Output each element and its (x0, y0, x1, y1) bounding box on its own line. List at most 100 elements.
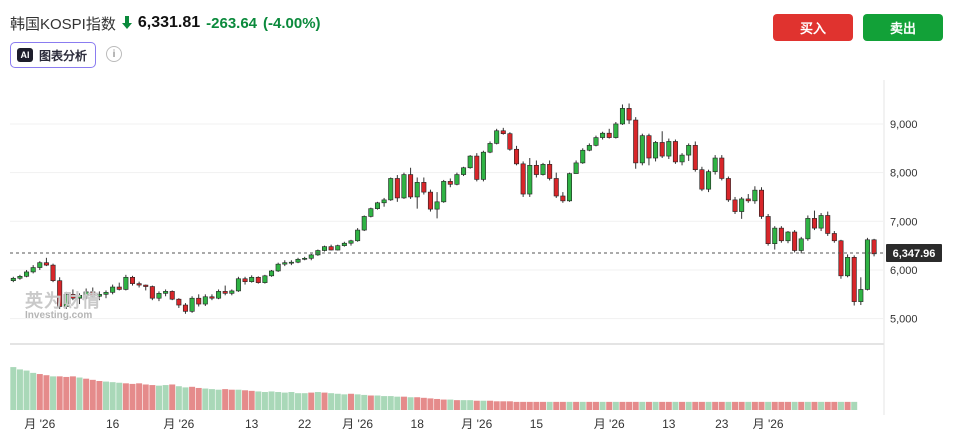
candle[interactable] (374, 201, 380, 210)
candle[interactable] (401, 172, 407, 199)
candle[interactable] (613, 121, 619, 139)
candle[interactable] (288, 260, 294, 266)
candle[interactable] (255, 276, 261, 284)
candle[interactable] (739, 196, 745, 219)
candle[interactable] (752, 186, 758, 204)
candle[interactable] (500, 127, 506, 135)
candle[interactable] (666, 138, 672, 159)
candle[interactable] (772, 226, 778, 250)
candle[interactable] (686, 143, 692, 161)
candle[interactable] (123, 274, 129, 291)
candle[interactable] (527, 158, 533, 197)
candle[interactable] (295, 257, 301, 264)
candle[interactable] (586, 143, 592, 152)
candle[interactable] (149, 285, 155, 301)
candle[interactable] (732, 196, 738, 214)
candle[interactable] (57, 277, 63, 309)
candle[interactable] (573, 160, 579, 174)
candle[interactable] (745, 194, 751, 203)
candle[interactable] (838, 239, 844, 279)
candle[interactable] (560, 192, 566, 203)
candle[interactable] (235, 276, 241, 292)
candle[interactable] (136, 281, 142, 288)
candle[interactable] (196, 294, 202, 307)
candle[interactable] (262, 274, 268, 284)
candle[interactable] (533, 160, 539, 178)
candle[interactable] (706, 169, 712, 193)
candle[interactable] (189, 296, 195, 313)
candle[interactable] (163, 289, 169, 297)
candle[interactable] (421, 177, 427, 195)
sell-button[interactable]: 卖出 (863, 14, 943, 41)
candle[interactable] (494, 128, 500, 145)
candle[interactable] (222, 285, 228, 296)
candle[interactable] (606, 128, 612, 139)
candle[interactable] (169, 290, 175, 301)
candle[interactable] (798, 236, 804, 254)
instrument-name[interactable]: 韩国KOSPI指数 (10, 15, 116, 33)
candle[interactable] (242, 276, 248, 285)
candle[interactable] (427, 189, 433, 212)
candle[interactable] (83, 288, 89, 300)
candle[interactable] (394, 175, 400, 202)
candle[interactable] (480, 150, 486, 182)
candle[interactable] (467, 155, 473, 169)
candle[interactable] (454, 172, 460, 186)
candle[interactable] (679, 153, 685, 166)
candle[interactable] (626, 103, 632, 124)
candle[interactable] (692, 141, 698, 172)
candle[interactable] (381, 197, 387, 207)
candle[interactable] (441, 179, 447, 203)
candle[interactable] (633, 117, 639, 169)
candle[interactable] (719, 155, 725, 181)
candle[interactable] (348, 239, 354, 246)
candle[interactable] (520, 161, 526, 197)
candle[interactable] (434, 192, 440, 219)
candle[interactable] (507, 132, 513, 151)
candle[interactable] (202, 294, 208, 307)
candle[interactable] (216, 289, 222, 300)
candle[interactable] (646, 133, 652, 166)
candle[interactable] (672, 139, 678, 164)
candle[interactable] (414, 177, 420, 209)
candle[interactable] (566, 172, 572, 202)
candle[interactable] (805, 215, 811, 241)
candle[interactable] (368, 207, 374, 218)
candle[interactable] (116, 282, 122, 291)
candle[interactable] (229, 289, 235, 296)
candle[interactable] (355, 228, 361, 242)
candle[interactable] (17, 274, 23, 280)
candle[interactable] (653, 140, 659, 162)
candle[interactable] (540, 162, 546, 176)
candle[interactable] (361, 215, 367, 232)
candle[interactable] (182, 303, 188, 314)
candle[interactable] (302, 256, 308, 261)
ai-chart-analysis-button[interactable]: AI 图表分析 (10, 42, 97, 68)
candle[interactable] (77, 293, 83, 305)
candle[interactable] (103, 290, 109, 299)
info-icon[interactable]: i (106, 46, 122, 62)
candle[interactable] (553, 172, 559, 198)
candle[interactable] (659, 131, 665, 159)
candle[interactable] (725, 176, 731, 202)
candle[interactable] (408, 167, 414, 199)
candle[interactable] (639, 133, 645, 166)
candle[interactable] (37, 261, 43, 270)
candle[interactable] (858, 277, 864, 306)
candle[interactable] (759, 187, 765, 219)
candle[interactable] (712, 155, 718, 175)
candle[interactable] (845, 254, 851, 278)
candle[interactable] (785, 231, 791, 244)
candle[interactable] (699, 166, 705, 192)
candle[interactable] (143, 284, 149, 291)
candle[interactable] (249, 275, 255, 283)
candle[interactable] (96, 291, 102, 301)
candle[interactable] (474, 153, 480, 182)
candle[interactable] (335, 244, 341, 251)
candle[interactable] (593, 135, 599, 147)
candle[interactable] (547, 160, 553, 181)
candle[interactable] (50, 263, 56, 283)
candle[interactable] (282, 260, 288, 267)
candle[interactable] (818, 213, 824, 232)
